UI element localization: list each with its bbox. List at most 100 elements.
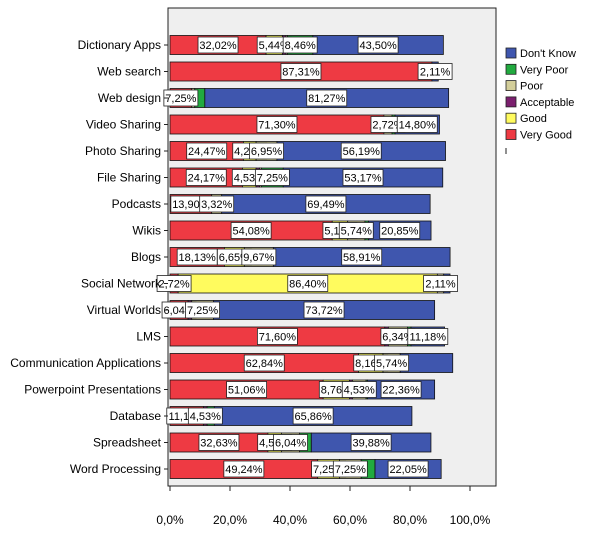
- legend-label: Acceptable: [520, 97, 574, 109]
- data-label-box: [350, 434, 392, 451]
- data-label-box: [163, 89, 199, 107]
- data-label-powerpoint-presentations-poor: 4,53%: [341, 381, 377, 398]
- data-label-box: [341, 248, 383, 266]
- data-label-text: 54,08%: [232, 226, 270, 238]
- data-label-spreadsheet-very-good: 32,63%: [198, 434, 240, 451]
- data-label-box: [199, 195, 235, 213]
- data-label-text: 43,50%: [359, 40, 397, 52]
- data-label-box: [357, 36, 399, 54]
- legend-label: Good: [520, 113, 547, 125]
- data-label-web-search-very-good: 87,31%: [280, 63, 322, 80]
- data-label-social-network-good: 86,40%: [287, 275, 329, 292]
- category-label-blogs: Blogs: [131, 250, 161, 264]
- data-label-text: 6,34%: [382, 332, 413, 344]
- category-label-dictionary-apps: Dictionary Apps: [78, 38, 161, 52]
- legend-swatch: [505, 47, 517, 59]
- category-label-video-sharing: Video Sharing: [86, 118, 161, 132]
- data-label-web-design-very-good: 7,25%: [163, 89, 199, 107]
- data-label-text: 2,72%: [158, 279, 189, 291]
- legend-item-very-good: Very Good: [505, 129, 572, 142]
- data-label-database-don-t-know: 65,86%: [292, 407, 334, 425]
- data-label-text: 71,30%: [258, 120, 296, 132]
- data-label-text: 32,02%: [199, 40, 237, 52]
- data-label-box: [379, 222, 421, 239]
- data-label-box: [305, 195, 347, 213]
- data-label-web-design-don-t-know: 81,27%: [306, 89, 348, 107]
- data-label-web-search-don-t-know: 2,11%: [417, 63, 453, 80]
- data-label-spreadsheet-poor: 6,04%: [273, 434, 308, 451]
- data-label-text: 7,25%: [335, 464, 366, 476]
- data-label-box: [223, 460, 265, 478]
- legend-item-very-poor: Very Poor: [505, 63, 569, 76]
- x-tick-label: 60,0%: [333, 513, 367, 527]
- data-label-text: 11,18%: [410, 332, 447, 344]
- category-label-social-network: Social Network: [81, 277, 162, 291]
- data-label-box: [417, 63, 453, 80]
- data-label-box: [342, 169, 384, 186]
- data-label-text: 2,11%: [425, 279, 456, 291]
- data-label-box: [341, 381, 377, 398]
- data-label-podcasts-don-t-know: 69,49%: [305, 195, 347, 213]
- category-label-wikis: Wikis: [132, 224, 161, 238]
- data-label-photo-sharing-don-t-know: 56,19%: [340, 142, 382, 160]
- data-label-text: 2,72%: [372, 120, 403, 132]
- legend-swatch: [505, 112, 517, 124]
- data-label-box: [280, 63, 322, 80]
- data-label-communication-applications-poor: 5,74%: [374, 354, 410, 372]
- legend-swatch: [505, 80, 517, 91]
- data-label-text: 49,24%: [225, 464, 263, 476]
- data-label-text: 5,74%: [376, 358, 407, 370]
- data-label-podcasts-poor: 3,32%: [199, 195, 235, 213]
- data-label-box: [241, 248, 277, 266]
- legend-label: Very Good: [520, 130, 572, 142]
- data-label-file-sharing-very-good: 24,17%: [185, 169, 227, 186]
- data-label-box: [374, 354, 410, 372]
- data-label-text: 22,05%: [389, 464, 427, 476]
- category-label-podcasts: Podcasts: [112, 197, 161, 211]
- data-label-text: 86,40%: [289, 279, 327, 291]
- data-label-box: [185, 301, 220, 319]
- data-label-text: 56,19%: [343, 146, 381, 158]
- legend-item-acceptable: Acceptable: [505, 96, 574, 109]
- legend-swatch: [505, 63, 517, 75]
- data-label-box: [407, 328, 449, 345]
- data-label-text: 3,32%: [201, 199, 232, 211]
- data-label-box: [282, 36, 318, 54]
- data-label-file-sharing-very-poor: 7,25%: [254, 169, 290, 186]
- data-label-video-sharing-don-t-know: 14,80%: [396, 116, 438, 133]
- data-label-box: [340, 142, 382, 160]
- data-label-word-processing-very-good: 49,24%: [223, 460, 265, 478]
- data-label-box: [387, 460, 429, 478]
- data-label-dictionary-apps-very-poor: 8,46%: [282, 36, 318, 54]
- data-label-powerpoint-presentations-very-good: 51,06%: [226, 381, 267, 398]
- data-label-lms-poor: 6,34%: [380, 328, 416, 345]
- data-label-box: [185, 169, 227, 186]
- category-label-photo-sharing: Photo Sharing: [85, 144, 161, 158]
- data-label-blogs-poor: 9,67%: [241, 248, 277, 266]
- data-label-virtual-worlds-poor: 7,25%: [185, 301, 220, 319]
- data-label-communication-applications-very-good: 62,84%: [243, 354, 285, 372]
- data-label-text: 9,67%: [243, 252, 274, 264]
- category-label-lms: LMS: [136, 330, 161, 344]
- data-label-box: [243, 354, 285, 372]
- data-label-photo-sharing-very-good: 24,47%: [186, 142, 228, 160]
- category-label-database: Database: [110, 409, 162, 423]
- data-label-text: 81,27%: [308, 93, 346, 105]
- data-label-box: [273, 434, 308, 451]
- legend-label: Don't Know: [520, 48, 576, 60]
- data-label-box: [423, 275, 458, 292]
- category-label-powerpoint-presentations: Powerpoint Presentations: [24, 383, 161, 397]
- category-label-web-search: Web search: [97, 65, 161, 79]
- data-label-video-sharing-poor: 2,72%: [370, 116, 406, 133]
- x-tick-label: 80,0%: [393, 513, 427, 527]
- data-label-photo-sharing-poor: 6,95%: [249, 142, 284, 160]
- data-label-text: 2,11%: [420, 67, 451, 79]
- data-label-text: 51,06%: [228, 385, 266, 397]
- data-label-text: 24,47%: [188, 146, 226, 158]
- data-label-text: 7,25%: [257, 173, 288, 185]
- data-label-box: [380, 381, 422, 398]
- data-label-box: [197, 36, 239, 54]
- data-label-text: 69,49%: [307, 199, 345, 211]
- data-label-text: 71,60%: [259, 332, 297, 344]
